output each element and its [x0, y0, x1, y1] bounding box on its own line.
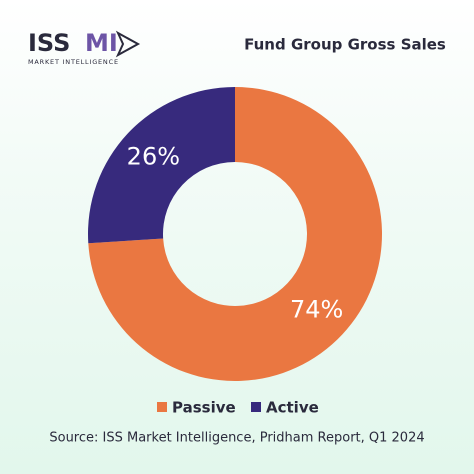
logo-main: ISS: [28, 29, 70, 57]
chart-title: Fund Group Gross Sales: [244, 36, 446, 54]
logo-tagline: MARKET INTELLIGENCE: [28, 58, 119, 66]
legend: Passive Active: [157, 399, 319, 417]
legend-swatch: [157, 402, 167, 412]
source-note: Source: ISS Market Intelligence, Pridham…: [49, 431, 424, 446]
legend-label: Active: [266, 399, 319, 417]
data-label: 74%: [290, 296, 343, 324]
logo-accent: MI: [85, 29, 118, 57]
legend-swatch: [251, 402, 261, 412]
data-label: 26%: [127, 142, 180, 170]
donut: 74% 26%: [87, 87, 382, 382]
donut-slice: [88, 87, 382, 382]
logo-icon: [115, 30, 141, 58]
donut-slice: [87, 87, 235, 244]
legend-label: Passive: [172, 399, 236, 417]
